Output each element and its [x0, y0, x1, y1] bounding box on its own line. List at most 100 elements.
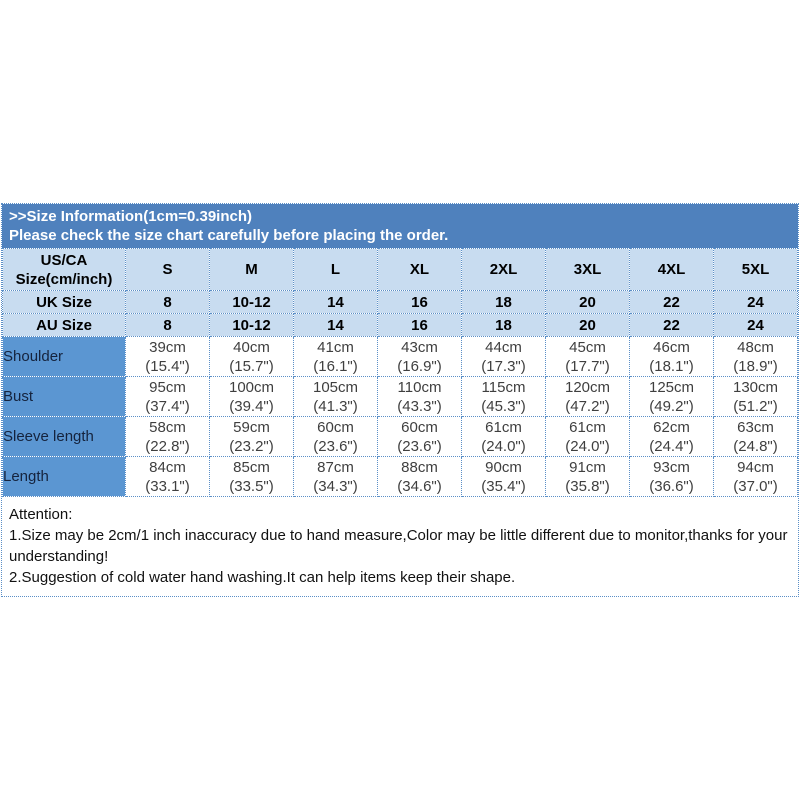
value-inch: (18.1"): [649, 357, 694, 375]
value-inch: (37.0"): [733, 477, 778, 495]
row-label-bust: Bust: [2, 376, 126, 417]
bust-value: 125cm (49.2"): [629, 376, 714, 417]
au-size-value: 8: [125, 313, 210, 337]
shoulder-value: 44cm (17.3"): [461, 336, 546, 377]
value-inch: (24.4"): [649, 437, 694, 455]
value-inch: (33.1"): [145, 477, 190, 495]
value-inch: (17.7"): [565, 357, 610, 375]
banner-subtitle: Please check the size chart carefully be…: [9, 227, 449, 244]
value-cm: 48cm: [737, 338, 774, 356]
length-value: 94cm (37.0"): [713, 456, 798, 497]
length-row: Length 84cm (33.1") 85cm (33.5") 87cm (34.3…: [2, 456, 798, 497]
bust-value: 120cm (47.2"): [545, 376, 630, 417]
uk-size-value: 10-12: [209, 290, 294, 314]
value-inch: (15.4"): [145, 357, 190, 375]
value-cm: 60cm: [401, 418, 438, 436]
length-value: 91cm (35.8"): [545, 456, 630, 497]
value-cm: 125cm: [648, 378, 695, 396]
row-label-sleeve-length: Sleeve length: [2, 416, 126, 457]
size-column-header-s: S: [125, 248, 210, 291]
value-cm: 58cm: [149, 418, 186, 436]
value-cm: 43cm: [401, 338, 438, 356]
value-cm: 90cm: [485, 458, 522, 476]
value-inch: (45.3"): [481, 397, 526, 415]
value-inch: (47.2"): [565, 397, 610, 415]
attention-note-1: 1.Size may be 2cm/1 inch inaccuracy due …: [9, 527, 788, 565]
size-chart-panel: >>Size Information(1cm=0.39inch) Please …: [1, 203, 799, 597]
value-inch: (23.6"): [397, 437, 442, 455]
length-value: 90cm (35.4"): [461, 456, 546, 497]
value-cm: 95cm: [149, 378, 186, 396]
value-inch: (35.8"): [565, 477, 610, 495]
value-cm: 59cm: [233, 418, 270, 436]
length-value: 87cm (34.3"): [293, 456, 378, 497]
size-column-header-3xl: 3XL: [545, 248, 630, 291]
value-cm: 120cm: [564, 378, 611, 396]
shoulder-row: Shoulder 39cm (15.4") 40cm (15.7") 41cm (16…: [2, 336, 798, 377]
value-cm: 41cm: [317, 338, 354, 356]
banner-title: >>Size Information(1cm=0.39inch): [9, 208, 252, 225]
value-inch: (24.0"): [481, 437, 526, 455]
uk-size-row: UK Size 8 10-12 14 16 18 20 22 24: [2, 290, 798, 314]
au-size-value: 14: [293, 313, 378, 337]
value-inch: (35.4"): [481, 477, 526, 495]
au-size-value: 22: [629, 313, 714, 337]
au-size-value: 10-12: [209, 313, 294, 337]
attention-note-2: 2.Suggestion of cold water hand washing.…: [9, 569, 516, 586]
sleeve-value: 61cm (24.0"): [545, 416, 630, 457]
value-inch: (23.2"): [229, 437, 274, 455]
value-inch: (18.9"): [733, 357, 778, 375]
size-table: US/CA Size(cm/inch) S M L XL 2XL 3XL 4XL…: [2, 248, 798, 497]
uk-size-value: 24: [713, 290, 798, 314]
size-column-header-4xl: 4XL: [629, 248, 714, 291]
sleeve-value: 59cm (23.2"): [209, 416, 294, 457]
length-value: 84cm (33.1"): [125, 456, 210, 497]
size-column-header-xl: XL: [377, 248, 462, 291]
value-cm: 63cm: [737, 418, 774, 436]
attention-title: Attention:: [9, 506, 73, 523]
value-cm: 84cm: [149, 458, 186, 476]
value-inch: (49.2"): [649, 397, 694, 415]
au-size-row: AU Size 8 10-12 14 16 18 20 22 24: [2, 313, 798, 337]
value-cm: 115cm: [481, 378, 526, 396]
value-cm: 46cm: [653, 338, 690, 356]
row-label-uk-size: UK Size: [2, 290, 126, 314]
value-inch: (22.8"): [145, 437, 190, 455]
shoulder-value: 45cm (17.7"): [545, 336, 630, 377]
value-inch: (37.4"): [145, 397, 190, 415]
value-cm: 62cm: [653, 418, 690, 436]
banner: >>Size Information(1cm=0.39inch) Please …: [2, 204, 798, 248]
value-cm: 100cm: [228, 378, 275, 396]
uk-size-value: 22: [629, 290, 714, 314]
value-cm: 94cm: [737, 458, 774, 476]
shoulder-value: 43cm (16.9"): [377, 336, 462, 377]
value-inch: (36.6"): [649, 477, 694, 495]
value-cm: 44cm: [485, 338, 522, 356]
value-inch: (41.3"): [313, 397, 358, 415]
bust-value: 105cm (41.3"): [293, 376, 378, 417]
sleeve-value: 60cm (23.6"): [377, 416, 462, 457]
value-cm: 39cm: [149, 338, 186, 356]
uk-size-value: 8: [125, 290, 210, 314]
shoulder-value: 40cm (15.7"): [209, 336, 294, 377]
corner-header-cell: US/CA Size(cm/inch): [2, 248, 126, 291]
length-value: 85cm (33.5"): [209, 456, 294, 497]
value-inch: (24.8"): [733, 437, 778, 455]
value-inch: (34.6"): [397, 477, 442, 495]
value-inch: (15.7"): [229, 357, 274, 375]
value-cm: 93cm: [653, 458, 690, 476]
row-label-au-size: AU Size: [2, 313, 126, 337]
bust-value: 115cm (45.3"): [461, 376, 546, 417]
au-size-value: 20: [545, 313, 630, 337]
value-cm: 61cm: [485, 418, 522, 436]
corner-header-line1: US/CA: [40, 251, 88, 269]
bust-value: 95cm (37.4"): [125, 376, 210, 417]
table-header-row: US/CA Size(cm/inch) S M L XL 2XL 3XL 4XL…: [2, 248, 798, 291]
size-column-header-2xl: 2XL: [461, 248, 546, 291]
value-inch: (16.9"): [397, 357, 442, 375]
value-cm: 40cm: [233, 338, 270, 356]
value-cm: 61cm: [569, 418, 606, 436]
value-cm: 91cm: [569, 458, 606, 476]
value-inch: (51.2"): [733, 397, 778, 415]
value-cm: 60cm: [317, 418, 354, 436]
